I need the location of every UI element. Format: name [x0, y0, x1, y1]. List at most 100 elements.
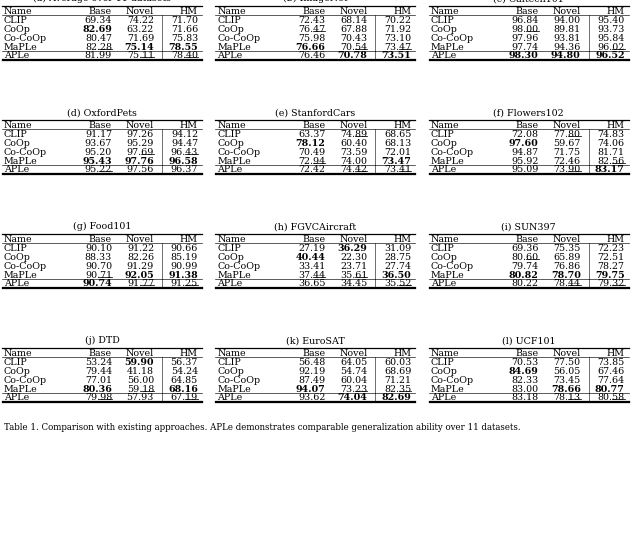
- Text: Co-CoOp: Co-CoOp: [431, 148, 474, 157]
- Text: 36.65: 36.65: [298, 279, 325, 288]
- Text: MaPLe: MaPLe: [218, 157, 251, 166]
- Text: 97.76: 97.76: [124, 157, 154, 166]
- Text: 72.94: 72.94: [298, 157, 325, 166]
- Text: (c) Caltech101: (c) Caltech101: [493, 0, 564, 3]
- Text: CLIP: CLIP: [4, 16, 28, 25]
- Text: 36.50: 36.50: [381, 271, 412, 280]
- Text: 74.42: 74.42: [340, 165, 367, 174]
- Text: CoOp: CoOp: [218, 139, 244, 148]
- Text: 54.74: 54.74: [340, 367, 367, 376]
- Text: 79.74: 79.74: [511, 262, 539, 271]
- Text: 92.19: 92.19: [298, 367, 325, 376]
- Text: Base: Base: [89, 235, 112, 244]
- Text: Co-CoOp: Co-CoOp: [218, 148, 260, 157]
- Text: 78.70: 78.70: [551, 271, 580, 280]
- Text: (k) EuroSAT: (k) EuroSAT: [286, 337, 345, 346]
- Text: 95.43: 95.43: [83, 157, 112, 166]
- Text: CLIP: CLIP: [218, 130, 241, 139]
- Text: 75.98: 75.98: [298, 34, 325, 43]
- Text: CoOp: CoOp: [4, 253, 31, 262]
- Text: 81.99: 81.99: [84, 51, 112, 60]
- Text: 80.36: 80.36: [82, 385, 112, 394]
- Text: 73.47: 73.47: [381, 157, 412, 166]
- Text: MaPLe: MaPLe: [218, 43, 251, 52]
- Text: 93.73: 93.73: [597, 25, 625, 34]
- Text: CoOp: CoOp: [4, 139, 31, 148]
- Text: Name: Name: [431, 122, 460, 130]
- Text: 37.44: 37.44: [298, 271, 325, 280]
- Text: Novel: Novel: [125, 122, 154, 130]
- Text: Novel: Novel: [339, 7, 367, 16]
- Text: 31.09: 31.09: [384, 244, 412, 253]
- Text: 68.14: 68.14: [340, 16, 367, 25]
- Text: 94.87: 94.87: [511, 148, 539, 157]
- Text: 91.17: 91.17: [85, 130, 112, 139]
- Text: 81.71: 81.71: [598, 148, 625, 157]
- Text: Name: Name: [431, 235, 460, 244]
- Text: 69.36: 69.36: [511, 244, 539, 253]
- Text: (b) ImageNet: (b) ImageNet: [283, 0, 348, 3]
- Text: 72.51: 72.51: [598, 253, 625, 262]
- Text: CLIP: CLIP: [431, 358, 454, 367]
- Text: 27.19: 27.19: [298, 244, 325, 253]
- Text: 71.92: 71.92: [384, 25, 412, 34]
- Text: CLIP: CLIP: [431, 130, 454, 139]
- Text: 71.66: 71.66: [171, 25, 198, 34]
- Text: MaPLe: MaPLe: [431, 385, 465, 394]
- Text: 76.47: 76.47: [298, 25, 325, 34]
- Text: 68.13: 68.13: [384, 139, 412, 148]
- Text: 56.00: 56.00: [127, 376, 154, 385]
- Text: Name: Name: [4, 122, 33, 130]
- Text: 80.22: 80.22: [511, 279, 539, 288]
- Text: 79.75: 79.75: [595, 271, 625, 280]
- Text: 97.26: 97.26: [127, 130, 154, 139]
- Text: 97.60: 97.60: [509, 139, 539, 148]
- Text: Novel: Novel: [339, 235, 367, 244]
- Text: 35.61: 35.61: [340, 271, 367, 280]
- Text: 94.00: 94.00: [554, 16, 580, 25]
- Text: HM: HM: [394, 122, 412, 130]
- Text: 73.51: 73.51: [381, 51, 412, 60]
- Text: 35.52: 35.52: [384, 279, 412, 288]
- Text: Novel: Novel: [339, 349, 367, 358]
- Text: 95.09: 95.09: [511, 165, 539, 174]
- Text: 77.80: 77.80: [554, 130, 580, 139]
- Text: 91.22: 91.22: [127, 244, 154, 253]
- Text: Base: Base: [516, 7, 539, 16]
- Text: 77.64: 77.64: [598, 376, 625, 385]
- Text: HM: HM: [180, 122, 198, 130]
- Text: CLIP: CLIP: [218, 16, 241, 25]
- Text: 91.38: 91.38: [168, 271, 198, 280]
- Text: 75.11: 75.11: [127, 51, 154, 60]
- Text: 28.75: 28.75: [384, 253, 412, 262]
- Text: APLe: APLe: [218, 51, 243, 60]
- Text: Base: Base: [516, 122, 539, 130]
- Text: Co-CoOp: Co-CoOp: [431, 376, 474, 385]
- Text: HM: HM: [394, 235, 412, 244]
- Text: CoOp: CoOp: [431, 25, 458, 34]
- Text: CLIP: CLIP: [4, 244, 28, 253]
- Text: 72.01: 72.01: [385, 148, 412, 157]
- Text: 82.69: 82.69: [381, 393, 412, 402]
- Text: 70.53: 70.53: [511, 358, 539, 367]
- Text: 93.67: 93.67: [84, 139, 112, 148]
- Text: APLe: APLe: [431, 165, 456, 174]
- Text: 78.40: 78.40: [171, 51, 198, 60]
- Text: 64.85: 64.85: [171, 376, 198, 385]
- Text: 84.69: 84.69: [509, 367, 539, 376]
- Text: CoOp: CoOp: [218, 25, 244, 34]
- Text: 96.43: 96.43: [171, 148, 198, 157]
- Text: Co-CoOp: Co-CoOp: [218, 262, 260, 271]
- Text: HM: HM: [607, 235, 625, 244]
- Text: Novel: Novel: [552, 122, 580, 130]
- Text: Novel: Novel: [125, 235, 154, 244]
- Text: 63.37: 63.37: [298, 130, 325, 139]
- Text: 80.47: 80.47: [85, 34, 112, 43]
- Text: HM: HM: [180, 235, 198, 244]
- Text: 88.33: 88.33: [84, 253, 112, 262]
- Text: Name: Name: [431, 7, 460, 16]
- Text: Novel: Novel: [339, 122, 367, 130]
- Text: 77.01: 77.01: [85, 376, 112, 385]
- Text: 83.17: 83.17: [595, 165, 625, 174]
- Text: 94.80: 94.80: [551, 51, 580, 60]
